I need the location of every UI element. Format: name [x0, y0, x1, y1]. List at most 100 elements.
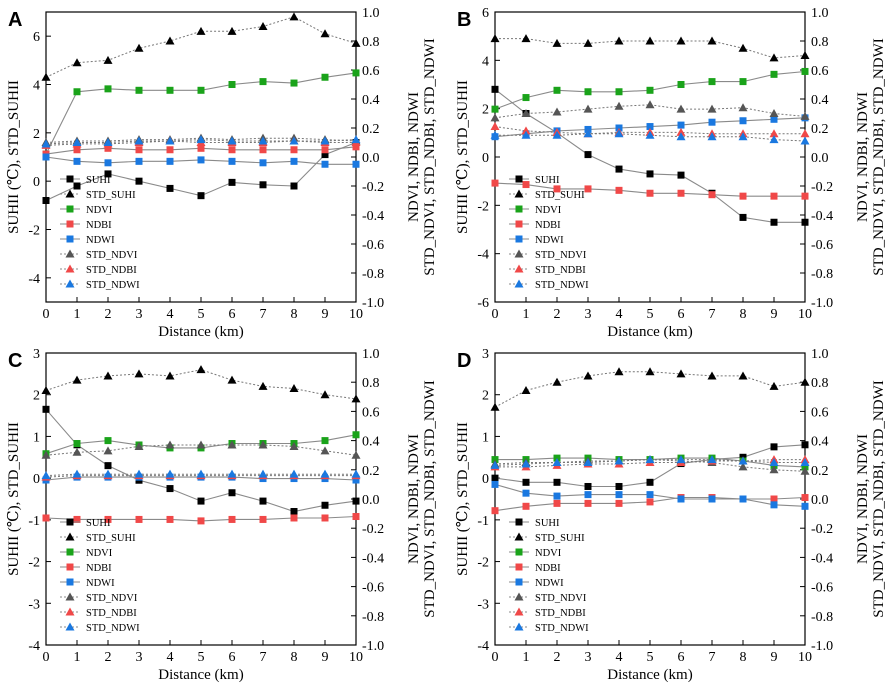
data-point — [351, 450, 361, 459]
data-point — [135, 515, 143, 523]
x-tick-label: 9 — [771, 307, 778, 322]
data-point — [490, 130, 500, 139]
data-point — [166, 184, 174, 192]
y-right-tick-label: 0.6 — [811, 64, 829, 79]
data-point — [739, 117, 747, 125]
y-left-tick-label: -4 — [477, 639, 489, 654]
y-left-tick-label: -2 — [28, 556, 40, 571]
y-left-tick-label: 0 — [482, 472, 489, 487]
data-point — [553, 185, 561, 193]
data-point — [104, 170, 112, 178]
data-point — [615, 186, 623, 194]
y-left-tick-label: -2 — [477, 556, 489, 571]
data-point — [134, 136, 144, 145]
x-tick-label: 8 — [740, 307, 747, 322]
data-point — [134, 441, 144, 450]
x-tick-label: 3 — [585, 650, 592, 665]
legend-marker — [66, 175, 74, 183]
data-point — [584, 151, 592, 159]
data-point — [290, 514, 298, 522]
data-point — [645, 455, 655, 464]
y-right-tick-label: 0.4 — [811, 435, 829, 450]
data-point — [352, 431, 360, 439]
legend-marker — [514, 189, 524, 198]
data-point — [800, 129, 810, 138]
series-line — [495, 38, 806, 59]
data-point — [289, 469, 299, 478]
legend-marker — [65, 592, 75, 601]
y-right-tick-label: 0.8 — [811, 376, 829, 391]
x-tick-label: 3 — [136, 650, 143, 665]
data-point — [166, 515, 174, 523]
data-point — [708, 78, 716, 86]
data-point — [135, 86, 143, 94]
data-point — [801, 218, 809, 226]
legend-marker — [66, 578, 74, 586]
x-tick-label: 0 — [43, 650, 50, 665]
y-right-tick-label: 0.0 — [811, 493, 829, 508]
legend: SUHI STD_SUHI NDVI NDBI NDWI STD_NDVI STD_NDBI… — [60, 175, 140, 291]
legend-label: STD_NDVI — [86, 593, 138, 604]
data-point — [615, 491, 623, 499]
y-left-tick-label: -4 — [28, 272, 40, 287]
data-point — [583, 371, 593, 380]
y-right-tick-label: 0.8 — [362, 376, 380, 391]
data-point — [104, 515, 112, 523]
data-point — [104, 144, 112, 152]
series-line — [45, 408, 357, 513]
legend-marker — [515, 518, 523, 526]
legend-marker — [66, 563, 74, 571]
data-point — [583, 104, 593, 113]
data-point — [321, 437, 329, 445]
data-point — [352, 497, 360, 505]
data-point — [491, 474, 499, 482]
y-right-axis-title: NDVI, NDBI, NDWI — [855, 434, 871, 564]
x-tick-label: 9 — [322, 307, 329, 322]
x-tick-label: 3 — [585, 307, 592, 322]
y-right-tick-label: -0.4 — [811, 551, 833, 566]
x-axis-title: Distance (km) — [158, 324, 243, 340]
data-point — [521, 126, 531, 135]
data-point — [290, 182, 298, 190]
data-point — [259, 159, 267, 167]
y-right-tick-label: 0.4 — [362, 93, 380, 108]
y-right-axis-title: NDVI, NDBI, NDWI — [406, 92, 422, 222]
legend-label: STD_NDVI — [535, 250, 587, 261]
y-left-tick-label: 1 — [33, 430, 40, 445]
data-point — [491, 480, 499, 488]
legend-label: NDBI — [535, 220, 561, 231]
y-right-axis-title: NDVI, NDBI, NDWI — [406, 434, 422, 564]
data-point — [197, 192, 205, 200]
legend: SUHI STD_SUHI NDVI NDBI NDWI STD_NDVI STD_NDBI… — [509, 518, 589, 634]
data-point — [165, 469, 175, 478]
series-suhi — [42, 405, 360, 516]
legend-marker — [65, 607, 75, 616]
data-point — [134, 43, 144, 52]
data-point — [770, 443, 778, 451]
data-point — [166, 485, 174, 493]
x-tick-label: 7 — [709, 650, 716, 665]
data-point — [615, 482, 623, 490]
x-tick-label: 10 — [798, 307, 812, 322]
y-left-tick-label: -3 — [28, 597, 40, 612]
data-point — [197, 144, 205, 152]
data-point — [738, 132, 748, 141]
data-point — [73, 182, 81, 190]
data-point — [707, 455, 717, 464]
data-point — [708, 118, 716, 126]
data-point — [769, 381, 779, 390]
y-left-tick-label: 1 — [482, 430, 489, 445]
data-point — [491, 179, 499, 187]
y-right-tick-label: 0.2 — [362, 464, 380, 479]
data-point — [165, 440, 175, 449]
data-point — [491, 85, 499, 93]
data-point — [583, 458, 593, 466]
data-point — [583, 129, 593, 138]
y-left-tick-label: 2 — [482, 103, 489, 118]
y-left-tick-label: 3 — [482, 347, 489, 362]
legend-label: STD_SUHI — [535, 190, 585, 201]
series-std-ndvi — [41, 440, 361, 459]
data-point — [677, 171, 685, 179]
series-std-suhi — [490, 34, 810, 62]
